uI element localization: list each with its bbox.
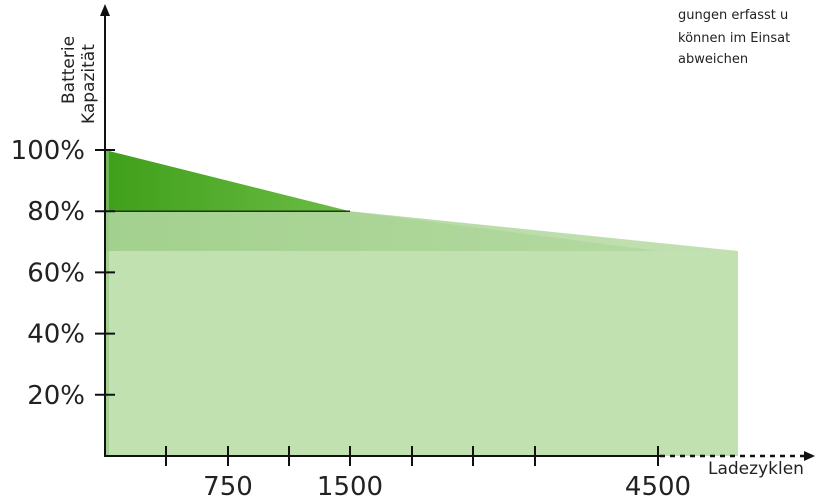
x-tick-label: 750 bbox=[203, 472, 253, 501]
note-line-1: gungen erfasst u bbox=[678, 8, 788, 23]
y-axis-arrow bbox=[100, 4, 110, 16]
x-tick-label: 1500 bbox=[317, 472, 383, 501]
y-ticks: 20% 40% 60% 80% 100% bbox=[11, 136, 115, 411]
area-left-edge bbox=[105, 150, 109, 456]
y-tick-label: 80% bbox=[27, 197, 85, 227]
axes bbox=[100, 4, 815, 461]
area-mid-green-band bbox=[105, 211, 738, 251]
note-text: gungen erfasst u können im Einsat abweic… bbox=[678, 8, 790, 67]
y-axis-title-line-2: Kapazität bbox=[79, 44, 99, 124]
x-axis-arrow bbox=[804, 451, 815, 461]
note-line-3: abweichen bbox=[678, 52, 748, 67]
x-tick-label: 4500 bbox=[625, 472, 691, 501]
plot-areas bbox=[105, 150, 738, 456]
note-line-2: können im Einsat bbox=[678, 31, 790, 46]
y-tick-label: 40% bbox=[27, 320, 85, 350]
y-tick-label: 20% bbox=[27, 381, 85, 411]
y-axis-title-line-1: Batterie bbox=[59, 36, 79, 104]
y-tick-label: 60% bbox=[27, 258, 85, 288]
area-dark-green-wedge bbox=[105, 150, 350, 212]
x-axis-title: Ladezyklen bbox=[708, 459, 804, 479]
y-tick-label: 100% bbox=[11, 136, 85, 166]
area-light-green bbox=[105, 211, 738, 456]
x-ticks: 750 1500 4500 bbox=[165, 446, 691, 501]
